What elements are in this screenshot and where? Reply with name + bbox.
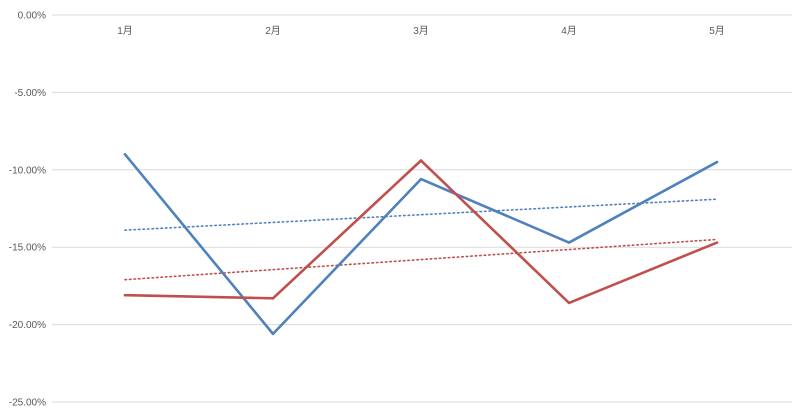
x-tick-label: 1月: [117, 25, 133, 37]
data-point: [715, 160, 719, 164]
data-point: [271, 332, 275, 336]
trendline: [124, 238, 718, 281]
data-point: [419, 177, 423, 181]
trendline: [124, 198, 718, 231]
data-point: [271, 297, 275, 300]
data-point: [567, 301, 571, 305]
series-line: [123, 153, 719, 336]
x-tick-label: 4月: [561, 25, 577, 37]
x-tick-label: 5月: [709, 25, 725, 37]
y-tick-label: -15.00%: [9, 243, 46, 254]
y-tick-label: -20.00%: [9, 320, 46, 331]
x-tick-label: 3月: [413, 25, 429, 37]
data-point: [123, 293, 127, 297]
y-tick-label: -10.00%: [9, 165, 46, 176]
data-point: [715, 241, 719, 244]
y-tick-label: 0.00%: [18, 11, 46, 22]
series-line: [123, 159, 719, 305]
data-point: [567, 241, 571, 244]
x-tick-label: 2月: [265, 25, 281, 37]
data-point: [419, 159, 423, 162]
y-tick-label: -25.00%: [9, 398, 46, 409]
data-point: [123, 153, 127, 156]
y-tick-label: -5.00%: [14, 88, 46, 99]
